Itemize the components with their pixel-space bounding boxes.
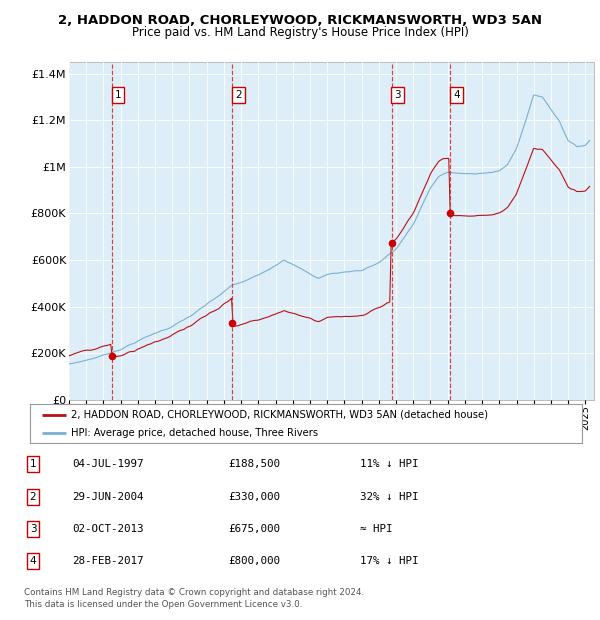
Text: 1: 1 bbox=[29, 459, 37, 469]
Text: 17% ↓ HPI: 17% ↓ HPI bbox=[360, 556, 419, 566]
Text: Contains HM Land Registry data © Crown copyright and database right 2024.
This d: Contains HM Land Registry data © Crown c… bbox=[24, 588, 364, 609]
Text: 3: 3 bbox=[29, 524, 37, 534]
Text: Price paid vs. HM Land Registry's House Price Index (HPI): Price paid vs. HM Land Registry's House … bbox=[131, 26, 469, 39]
Text: 02-OCT-2013: 02-OCT-2013 bbox=[72, 524, 143, 534]
Text: 2: 2 bbox=[29, 492, 37, 502]
Text: 32% ↓ HPI: 32% ↓ HPI bbox=[360, 492, 419, 502]
Text: 4: 4 bbox=[453, 90, 460, 100]
Text: 2, HADDON ROAD, CHORLEYWOOD, RICKMANSWORTH, WD3 5AN (detached house): 2, HADDON ROAD, CHORLEYWOOD, RICKMANSWOR… bbox=[71, 410, 488, 420]
Text: ≈ HPI: ≈ HPI bbox=[360, 524, 392, 534]
Text: 29-JUN-2004: 29-JUN-2004 bbox=[72, 492, 143, 502]
Text: 4: 4 bbox=[29, 556, 37, 566]
Text: 1: 1 bbox=[115, 90, 121, 100]
Text: 28-FEB-2017: 28-FEB-2017 bbox=[72, 556, 143, 566]
Text: 11% ↓ HPI: 11% ↓ HPI bbox=[360, 459, 419, 469]
Text: £675,000: £675,000 bbox=[228, 524, 280, 534]
Text: 2, HADDON ROAD, CHORLEYWOOD, RICKMANSWORTH, WD3 5AN: 2, HADDON ROAD, CHORLEYWOOD, RICKMANSWOR… bbox=[58, 14, 542, 27]
Text: HPI: Average price, detached house, Three Rivers: HPI: Average price, detached house, Thre… bbox=[71, 428, 319, 438]
Text: 04-JUL-1997: 04-JUL-1997 bbox=[72, 459, 143, 469]
Text: £330,000: £330,000 bbox=[228, 492, 280, 502]
Text: £188,500: £188,500 bbox=[228, 459, 280, 469]
Text: 3: 3 bbox=[394, 90, 401, 100]
Text: 2: 2 bbox=[235, 90, 242, 100]
Text: £800,000: £800,000 bbox=[228, 556, 280, 566]
